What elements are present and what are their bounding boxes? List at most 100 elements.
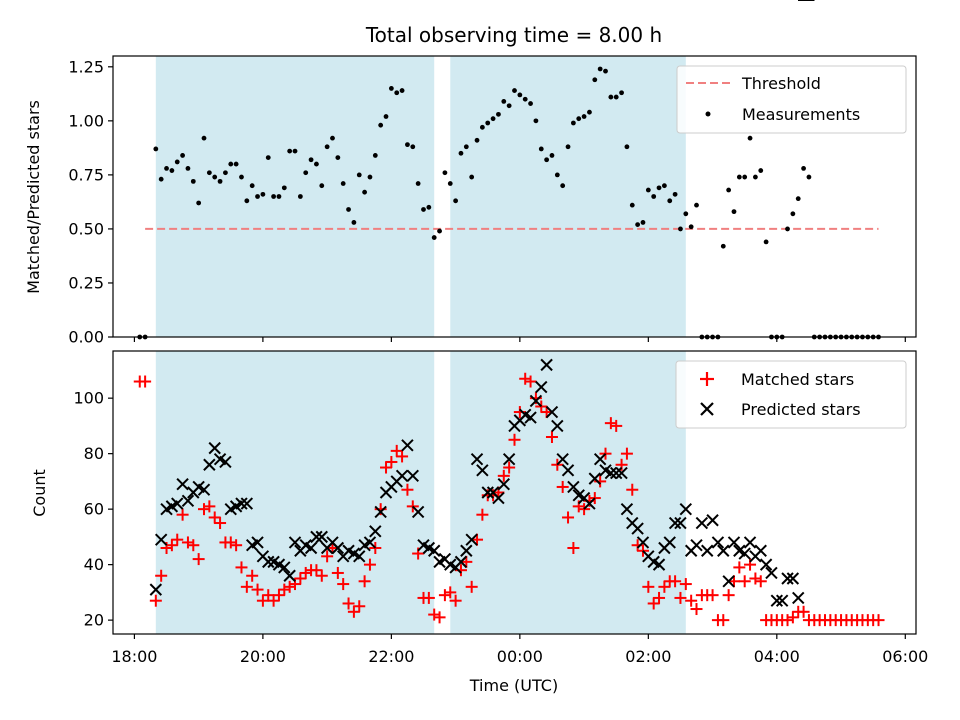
measurements-legend-label: Measurements (742, 105, 860, 124)
matched-point (497, 469, 510, 482)
matched-point (706, 589, 719, 602)
measurement-point (667, 198, 673, 204)
matched-point (749, 572, 762, 585)
measurement-point (292, 148, 298, 154)
measurements-legend-marker (705, 111, 711, 117)
ratio-shaded-regions (155, 56, 686, 337)
counts-panel: 18:00 20:00 22:00 00:00 02:00 04:00 06:00 20 40… (30, 0, 928, 695)
measurement-point (619, 90, 624, 96)
y-tick-label: 1.25 (68, 57, 104, 76)
measurement-point (645, 187, 651, 193)
measurement-point (463, 144, 469, 150)
predicted-point (262, 555, 275, 569)
measurement-point (528, 101, 533, 106)
measurement-point (603, 68, 608, 74)
measurement-point (351, 220, 357, 225)
predicted-point (620, 502, 634, 516)
matched-point (272, 589, 285, 602)
predicted-point (759, 558, 773, 571)
matched-point (171, 533, 184, 546)
measurement-point (587, 109, 592, 115)
ratio-panel: 0.00 0.25 0.50 0.75 1.00 1.25 Matched/Predict… (24, 55, 917, 347)
measurement-point (496, 111, 501, 117)
measurement-point (570, 120, 576, 126)
counts-y-axis: 20 40 60 80 100 (73, 389, 113, 630)
measurement-point (629, 202, 635, 208)
matched-point (476, 508, 489, 521)
matched-legend-marker (700, 372, 714, 386)
measurement-point (180, 153, 185, 158)
matched-point (267, 594, 280, 607)
matched-point (444, 586, 457, 599)
measurement-point (442, 170, 448, 176)
predicted-point (171, 497, 184, 510)
measurement-point (276, 194, 282, 199)
measurement-point (394, 90, 400, 96)
counts-legend-box (675, 360, 907, 429)
predicted-points (149, 0, 815, 607)
predicted-point (331, 541, 345, 555)
measurement-point (806, 174, 812, 180)
measurement-point (158, 176, 164, 182)
measurement-point (164, 166, 169, 171)
matched-point (230, 539, 243, 552)
matched-point (545, 431, 558, 444)
measurement-point (297, 194, 303, 199)
predicted-point (176, 477, 189, 491)
matched-point (294, 572, 307, 585)
y-tick-label: 20 (84, 611, 104, 630)
measurement-point (581, 114, 587, 119)
predicted-point (406, 469, 419, 483)
measurement-point (239, 174, 244, 180)
matched-point (620, 447, 633, 460)
predicted-point (567, 480, 580, 494)
matched-point (165, 539, 178, 552)
x-axis-label: Time (UTC) (469, 676, 558, 695)
matched-point (283, 580, 296, 593)
figure-title: Total observing time = 8.00 h (365, 23, 662, 47)
predicted-point (738, 547, 751, 560)
matched-point (256, 594, 269, 607)
measurement-point (731, 209, 737, 215)
measurement-point (694, 202, 699, 208)
matched-point (331, 566, 344, 579)
predicted-point (711, 536, 725, 549)
measurement-point (753, 174, 758, 180)
matched-point (315, 569, 328, 582)
matched-point (139, 375, 152, 388)
matched-point (262, 589, 275, 602)
measurement-point (383, 114, 389, 119)
measurement-point (249, 183, 255, 189)
matched-point (717, 614, 730, 627)
measurement-point (415, 181, 421, 186)
matched-point (363, 558, 376, 571)
measurement-point (217, 178, 223, 184)
matched-point (781, 614, 794, 627)
measurement-point (790, 211, 796, 217)
matched-point (438, 589, 451, 602)
measurement-point (635, 222, 641, 228)
matched-point (738, 575, 751, 588)
matched-point (733, 561, 746, 574)
predicted-point (315, 530, 328, 544)
matched-point (604, 417, 617, 430)
matched-point (465, 580, 478, 593)
predicted-point (197, 483, 211, 496)
measurement-point (785, 226, 790, 232)
matched-point (246, 569, 259, 582)
measurement-point (367, 174, 373, 180)
measurement-point (244, 198, 250, 204)
measurement-point (592, 77, 598, 83)
matched-point (685, 594, 698, 607)
predicted-point (722, 575, 735, 588)
predicted-point (235, 497, 248, 510)
predicted-point (701, 544, 714, 557)
matched-point (390, 444, 403, 457)
predicted-point (588, 472, 602, 485)
measurement-point (346, 207, 351, 212)
measurement-point (335, 155, 341, 160)
measurement-point (726, 187, 732, 193)
matched-point (567, 541, 580, 554)
predicted-point (203, 458, 216, 471)
